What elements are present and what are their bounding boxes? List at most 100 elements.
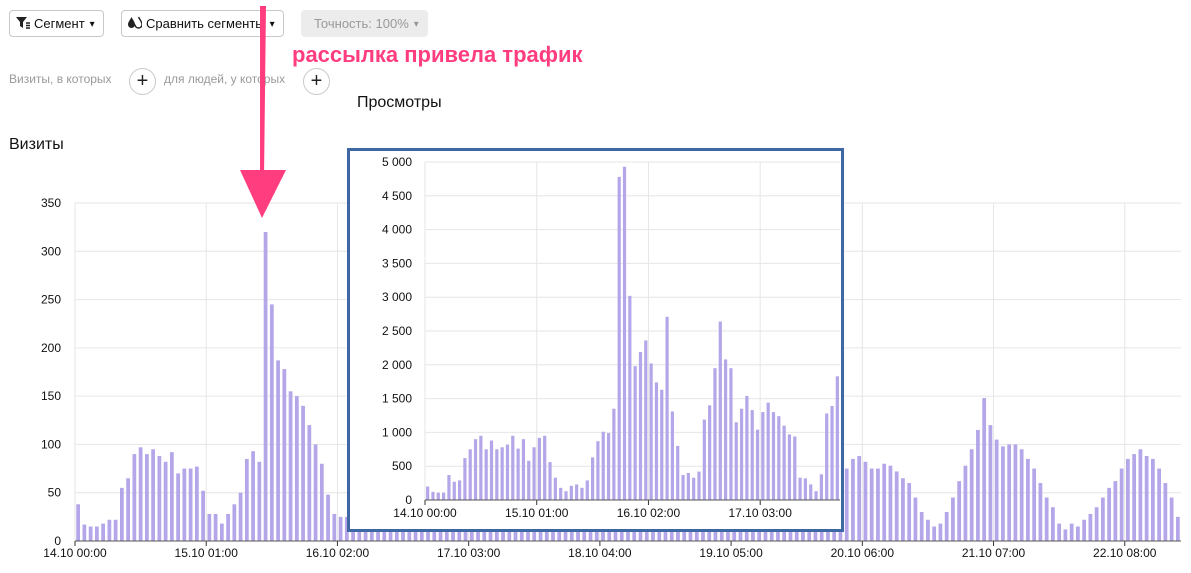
bar[interactable] <box>718 321 722 500</box>
bar[interactable] <box>263 231 268 541</box>
bar[interactable] <box>882 463 887 541</box>
bar[interactable] <box>219 523 224 541</box>
bar[interactable] <box>244 458 249 541</box>
bar[interactable] <box>803 478 808 500</box>
bar[interactable] <box>232 504 237 541</box>
bar[interactable] <box>596 441 600 500</box>
bar[interactable] <box>182 468 187 541</box>
bar[interactable] <box>1157 468 1162 541</box>
bar[interactable] <box>863 461 868 541</box>
bar[interactable] <box>1101 497 1105 541</box>
bar[interactable] <box>313 444 318 541</box>
bar[interactable] <box>569 485 573 500</box>
bar[interactable] <box>537 437 541 500</box>
bar[interactable] <box>452 481 456 500</box>
bar[interactable] <box>82 524 87 541</box>
bar[interactable] <box>1001 446 1005 541</box>
bar[interactable] <box>553 477 557 500</box>
bar[interactable] <box>1113 481 1118 541</box>
bar[interactable] <box>644 340 648 500</box>
bar[interactable] <box>681 474 685 500</box>
bar[interactable] <box>1051 507 1055 541</box>
bar[interactable] <box>251 451 255 541</box>
bar[interactable] <box>463 458 467 500</box>
bar[interactable] <box>798 477 802 500</box>
bar[interactable] <box>769 529 774 541</box>
bar[interactable] <box>761 412 765 500</box>
bar[interactable] <box>708 405 712 500</box>
bar[interactable] <box>830 406 834 500</box>
bar[interactable] <box>119 487 124 541</box>
bar[interactable] <box>1032 468 1037 541</box>
bar[interactable] <box>766 402 770 500</box>
bar[interactable] <box>559 487 563 500</box>
bar[interactable] <box>1119 468 1124 541</box>
bar[interactable] <box>601 431 605 500</box>
bar[interactable] <box>107 519 112 541</box>
bar[interactable] <box>1007 444 1012 541</box>
bar[interactable] <box>713 368 717 500</box>
bar[interactable] <box>1094 507 1099 541</box>
bar[interactable] <box>612 408 616 500</box>
bar[interactable] <box>739 408 744 500</box>
bar[interactable] <box>628 295 632 500</box>
bar[interactable] <box>338 516 343 541</box>
compare-segments-button[interactable]: Сравнить сегменты ▾ <box>121 10 284 37</box>
bar[interactable] <box>782 425 786 500</box>
bar[interactable] <box>814 491 818 500</box>
bar[interactable] <box>676 445 680 500</box>
bar[interactable] <box>511 435 515 500</box>
bar[interactable] <box>750 410 754 500</box>
bar[interactable] <box>744 523 749 541</box>
bar[interactable] <box>757 531 762 541</box>
bar[interactable] <box>94 526 99 541</box>
bar[interactable] <box>724 359 728 500</box>
bar[interactable] <box>580 487 584 500</box>
bar[interactable] <box>169 452 174 541</box>
bar[interactable] <box>548 462 552 500</box>
bar[interactable] <box>101 523 105 541</box>
bar[interactable] <box>532 447 536 500</box>
bar[interactable] <box>527 460 531 500</box>
bar[interactable] <box>869 468 874 541</box>
bar[interactable] <box>969 449 974 541</box>
bar[interactable] <box>670 411 674 500</box>
bar[interactable] <box>763 531 768 541</box>
bar[interactable] <box>1063 529 1068 541</box>
bar[interactable] <box>301 405 305 541</box>
bar[interactable] <box>332 513 337 541</box>
bar[interactable] <box>575 484 579 500</box>
bar[interactable] <box>638 351 643 500</box>
bar[interactable] <box>660 389 664 500</box>
bar[interactable] <box>516 448 520 500</box>
bar[interactable] <box>457 480 462 500</box>
bar[interactable] <box>926 519 930 541</box>
bar[interactable] <box>447 474 451 500</box>
bar[interactable] <box>282 369 287 541</box>
bar[interactable] <box>994 439 999 541</box>
bar[interactable] <box>489 440 494 500</box>
bar[interactable] <box>288 391 293 541</box>
bar[interactable] <box>734 422 738 500</box>
bar[interactable] <box>144 454 149 541</box>
bar[interactable] <box>976 429 980 541</box>
bar[interactable] <box>771 412 776 500</box>
bar[interactable] <box>835 376 839 500</box>
bar[interactable] <box>782 523 787 541</box>
bar[interactable] <box>543 435 547 500</box>
segment-button[interactable]: Сегмент ▾ <box>9 10 104 37</box>
bar[interactable] <box>591 457 595 500</box>
bar[interactable] <box>793 436 797 500</box>
bar[interactable] <box>787 434 792 500</box>
bar[interactable] <box>1026 458 1030 541</box>
bar[interactable] <box>319 463 324 541</box>
bar[interactable] <box>665 316 669 500</box>
bar[interactable] <box>1013 444 1018 541</box>
bar[interactable] <box>157 456 162 541</box>
bar[interactable] <box>1163 483 1168 541</box>
bar[interactable] <box>188 468 193 541</box>
bar[interactable] <box>1176 516 1180 541</box>
bar[interactable] <box>776 526 780 541</box>
bar[interactable] <box>521 439 526 500</box>
bar[interactable] <box>436 492 440 500</box>
